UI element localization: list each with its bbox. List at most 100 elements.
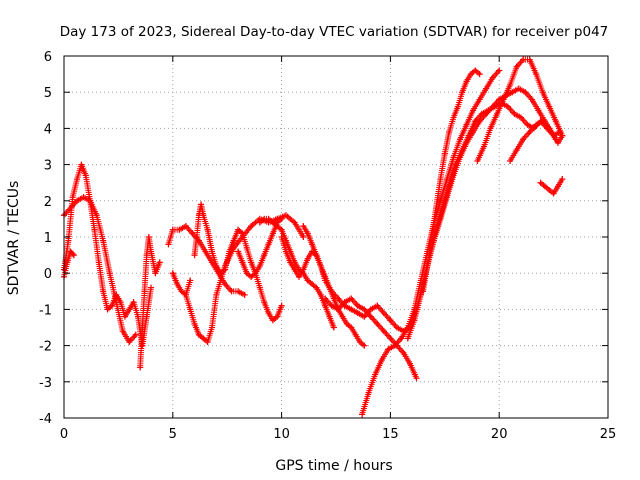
data-point <box>65 237 72 244</box>
data-point <box>359 411 366 418</box>
data-point <box>156 259 163 266</box>
data-point <box>87 197 94 204</box>
data-point <box>300 266 307 273</box>
data-point <box>463 78 470 85</box>
data-point <box>300 223 307 230</box>
data-point <box>191 320 198 327</box>
data-point <box>361 306 368 313</box>
series-arc-21 <box>537 176 566 197</box>
data-point <box>539 118 546 125</box>
data-point <box>446 129 453 136</box>
data-point <box>413 375 420 382</box>
data-point <box>417 291 424 298</box>
data-point <box>317 291 324 298</box>
data-point <box>119 328 126 335</box>
series-arc-19 <box>474 56 566 164</box>
data-point <box>80 194 87 201</box>
data-point <box>339 313 346 320</box>
data-point <box>522 89 529 96</box>
data-point <box>533 71 540 78</box>
data-point <box>341 299 348 306</box>
data-point <box>213 262 220 269</box>
y-tick-label: -1 <box>39 303 52 318</box>
data-point <box>361 342 368 349</box>
data-point <box>78 161 85 168</box>
data-point <box>256 284 263 291</box>
data-point <box>106 270 113 277</box>
data-point <box>372 371 379 378</box>
data-point <box>208 248 215 255</box>
data-point <box>507 157 514 164</box>
data-point <box>193 234 200 240</box>
data-point <box>230 237 237 244</box>
data-point <box>300 234 307 240</box>
data-point <box>309 241 316 248</box>
y-tick-label: 3 <box>44 159 52 174</box>
data-point <box>517 114 524 121</box>
data-point <box>313 284 320 291</box>
data-point <box>108 302 115 309</box>
data-point <box>182 223 189 230</box>
data-point <box>67 248 74 255</box>
series-arc-18 <box>420 67 483 295</box>
data-point <box>387 335 394 342</box>
x-axis-label: GPS time / hours <box>275 458 392 474</box>
data-point <box>309 281 316 288</box>
y-tick-label: 6 <box>44 50 52 65</box>
data-point <box>552 118 559 125</box>
data-point <box>367 306 374 313</box>
data-point <box>476 71 483 78</box>
data-point <box>391 342 398 349</box>
data-point <box>241 291 248 298</box>
data-point <box>217 270 224 277</box>
data-point <box>195 331 202 338</box>
series-arc-7 <box>182 212 307 345</box>
data-point <box>235 226 242 233</box>
data-point <box>95 259 102 266</box>
data-point <box>69 194 76 201</box>
data-point <box>182 291 189 298</box>
data-point <box>291 266 298 273</box>
data-point <box>208 324 215 331</box>
data-point <box>489 74 496 81</box>
data-point <box>528 96 535 103</box>
data-point <box>552 136 559 143</box>
data-point <box>494 110 501 117</box>
data-point <box>400 328 407 335</box>
data-point <box>356 338 363 345</box>
data-point <box>70 252 77 259</box>
series-arc-10 <box>235 215 285 280</box>
series-arc-4 <box>137 234 163 371</box>
data-point <box>222 281 229 288</box>
data-point <box>141 288 148 295</box>
data-point <box>554 139 561 146</box>
data-point <box>317 262 324 269</box>
data-point <box>483 85 490 92</box>
data-point <box>282 212 289 219</box>
data-point <box>202 248 209 255</box>
data-point <box>91 226 98 233</box>
data-point <box>411 317 418 324</box>
data-point <box>354 302 361 309</box>
data-point <box>470 129 477 136</box>
data-point <box>239 230 246 237</box>
data-point <box>304 255 311 262</box>
data-point <box>380 310 387 317</box>
data-point <box>443 194 450 201</box>
data-point <box>404 335 411 342</box>
data-point <box>130 299 137 306</box>
data-point <box>313 252 320 259</box>
x-tick-label: 15 <box>382 427 399 442</box>
data-point <box>165 241 172 248</box>
data-point <box>100 288 107 295</box>
data-point <box>191 252 198 259</box>
data-point <box>282 248 289 255</box>
data-point <box>374 302 381 309</box>
data-point <box>398 335 405 342</box>
data-point <box>374 320 381 327</box>
data-point <box>504 103 511 110</box>
data-point <box>520 56 527 63</box>
data-point <box>82 172 89 179</box>
data-point <box>139 324 146 331</box>
data-point <box>304 277 311 284</box>
